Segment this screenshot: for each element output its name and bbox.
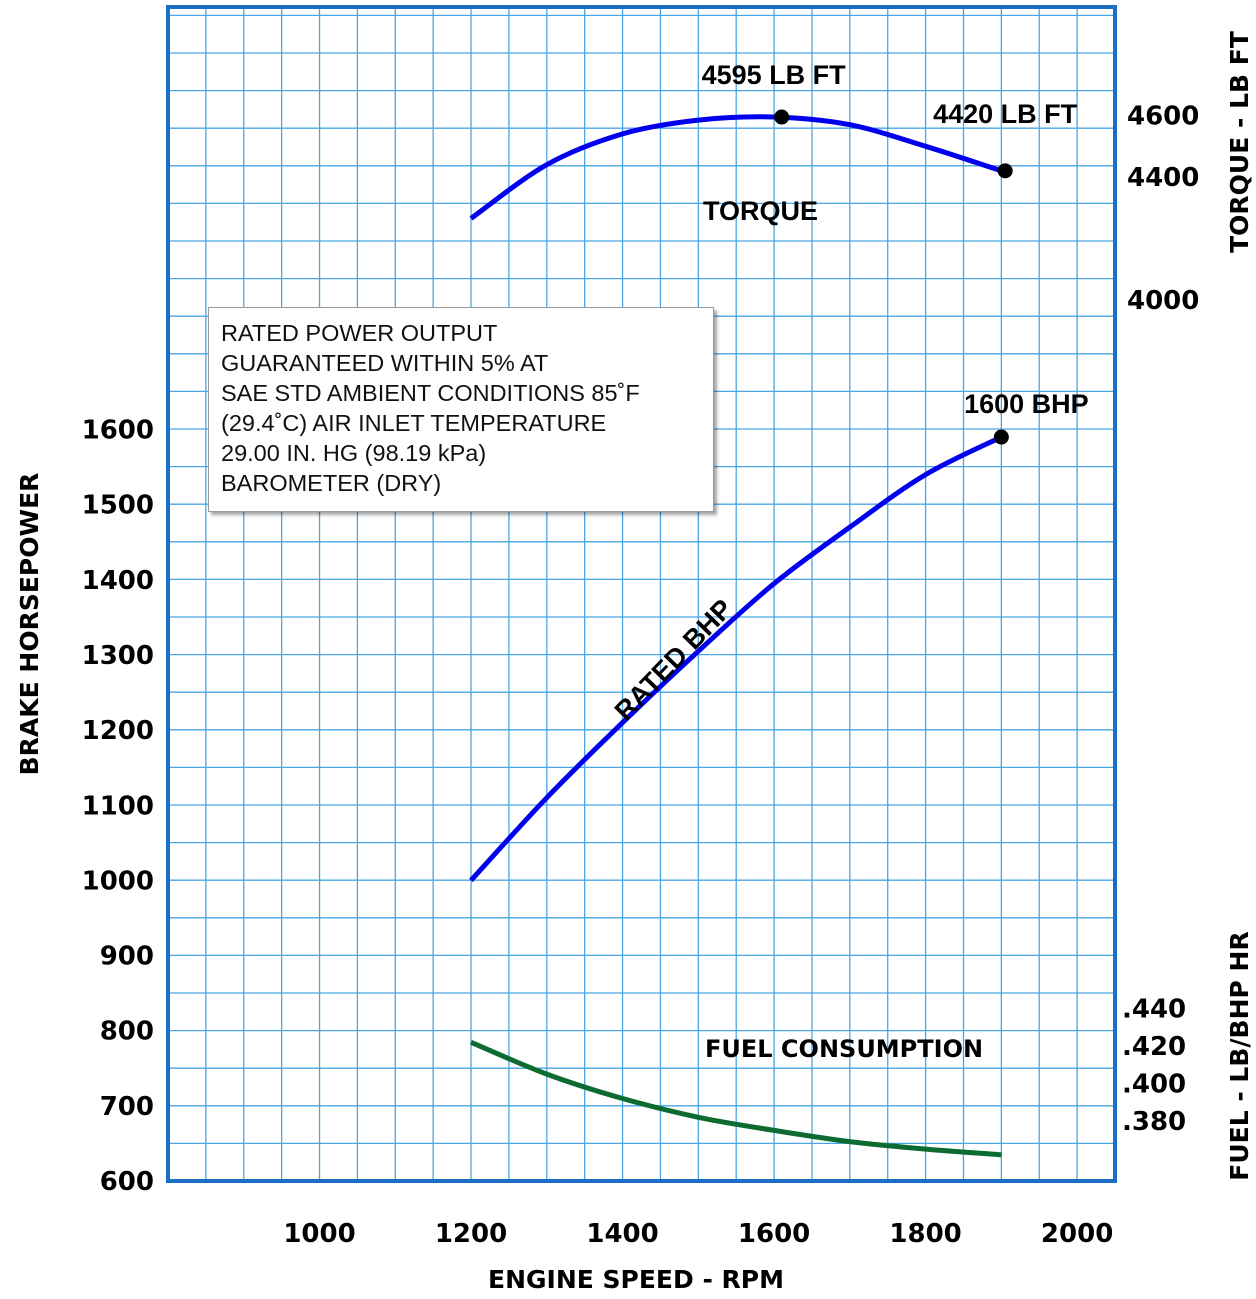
data-point-label: 1600 BHP <box>964 389 1089 419</box>
fuel-series-line <box>470 1039 1002 1158</box>
data-point-marker <box>774 109 790 125</box>
x-tick-label: 1400 <box>586 1219 658 1249</box>
x-axis-title: ENGINE SPEED - RPM <box>488 1265 784 1294</box>
data-point-marker <box>997 163 1013 179</box>
fuel-tick-label: .440 <box>1122 995 1186 1025</box>
left-tick-label: 1300 <box>82 641 154 671</box>
note-line: SAE STD AMBIENT CONDITIONS 85˚F <box>221 380 640 406</box>
note-line: (29.4˚C) AIR INLET TEMPERATURE <box>221 410 607 436</box>
torque-tick-label: 4600 <box>1127 102 1199 132</box>
fuel-tick-label: .400 <box>1122 1070 1186 1100</box>
left-tick-label: 1000 <box>82 866 154 896</box>
fuel-tick-label: .380 <box>1122 1107 1186 1137</box>
x-tick-label: 1800 <box>889 1219 961 1249</box>
note-line: GUARANTEED WITHIN 5% AT <box>221 350 549 376</box>
plot-frame <box>166 5 1117 1183</box>
grid-lines <box>168 7 1115 1181</box>
tick-labels: 1000 1200 1400 1600 1800 2000 600 700 800 900 1000… <box>82 102 1200 1250</box>
torque-tick-label: 4400 <box>1127 163 1199 193</box>
note-line: RATED POWER OUTPUT <box>221 320 498 346</box>
left-tick-label: 600 <box>100 1167 154 1197</box>
torque-series-line <box>469 114 1003 221</box>
series-layer: 4595 LB FT 4420 LB FT 1600 BHP <box>469 60 1089 1158</box>
left-tick-label: 1400 <box>82 566 154 596</box>
left-tick-label: 1200 <box>82 716 154 746</box>
left-tick-label: 900 <box>100 942 154 972</box>
left-tick-label: 800 <box>100 1017 154 1047</box>
rating-note-box: RATED POWER OUTPUT GUARANTEED WITHIN 5% … <box>208 307 714 512</box>
fuel-tick-label: .420 <box>1122 1032 1186 1062</box>
torque-tick-label: 4000 <box>1127 286 1199 316</box>
right-axis-title-fuel: FUEL - LB/BHP HR <box>1225 931 1254 1180</box>
fuel-annotation: FUEL CONSUMPTION <box>705 1035 983 1063</box>
left-tick-label: 1600 <box>82 416 154 446</box>
bhp-annotation: RATED BHP <box>609 593 739 726</box>
data-point-marker <box>993 429 1009 445</box>
data-point-label: 4420 LB FT <box>933 99 1078 129</box>
x-tick-label: 1000 <box>283 1219 355 1249</box>
left-axis-title: BRAKE HORSEPOWER <box>15 473 44 776</box>
left-tick-label: 1500 <box>82 491 154 521</box>
torque-annotation: TORQUE <box>703 196 818 226</box>
note-line: 29.00 IN. HG (98.19 kPa) <box>221 440 487 466</box>
x-tick-label: 1600 <box>738 1219 810 1249</box>
right-axis-title-torque: TORQUE - LB FT <box>1225 31 1254 253</box>
left-tick-label: 700 <box>100 1092 154 1122</box>
bhp-series-line <box>469 434 1003 883</box>
x-tick-label: 2000 <box>1041 1219 1113 1249</box>
left-tick-label: 1100 <box>82 791 154 821</box>
note-line: BAROMETER (DRY) <box>221 470 442 496</box>
data-point-label: 4595 LB FT <box>702 60 847 90</box>
x-tick-label: 1200 <box>435 1219 507 1249</box>
